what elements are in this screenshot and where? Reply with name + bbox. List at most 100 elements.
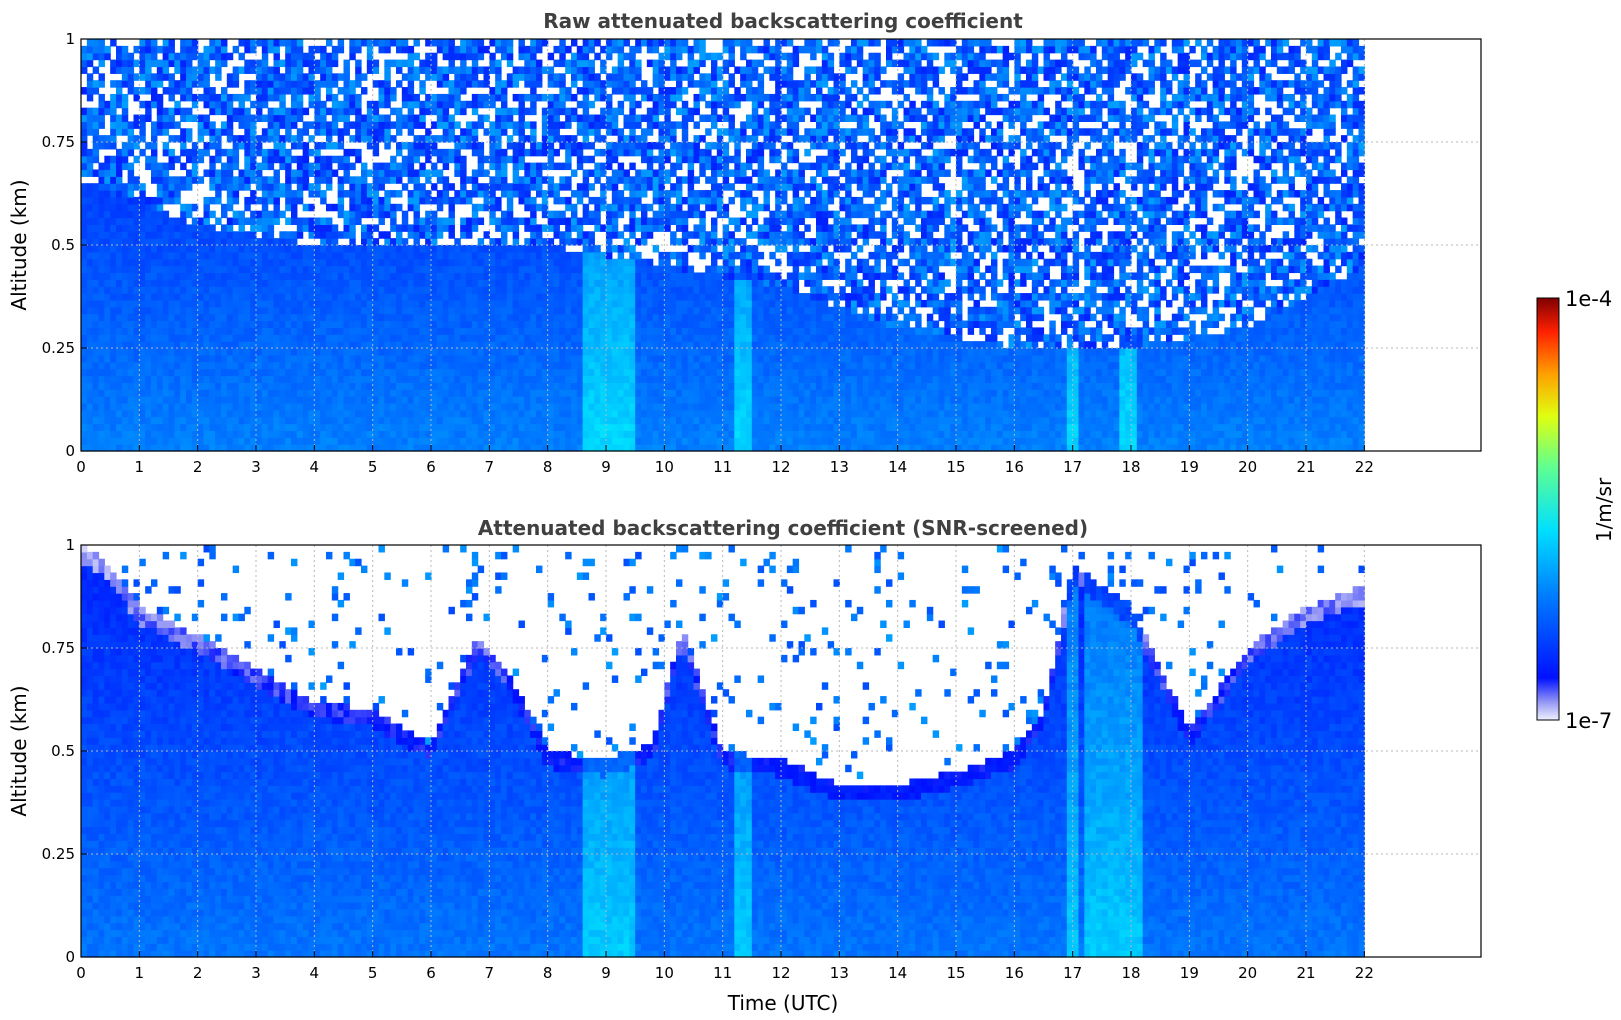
heatmap-cell [489, 423, 496, 431]
heatmap-cell [168, 402, 175, 411]
heatmap-cell [401, 238, 409, 246]
heatmap-cell [454, 107, 461, 116]
heatmap-cell [116, 444, 123, 452]
heatmap-cell [606, 293, 613, 301]
heatmap-cell [186, 306, 193, 315]
heatmap-cell [145, 402, 152, 411]
heatmap-cell [256, 348, 263, 356]
heatmap-cell [267, 423, 275, 431]
heatmap-cell [431, 375, 438, 383]
heatmap-cell [390, 444, 397, 452]
heatmap-cell [221, 203, 228, 212]
heatmap-cell [86, 183, 94, 191]
heatmap-cell [81, 169, 88, 177]
heatmap-cell [110, 121, 117, 129]
heatmap-cell [174, 293, 181, 301]
heatmap-cell [372, 258, 380, 267]
heatmap-cell [413, 93, 420, 102]
heatmap-cell [139, 382, 146, 390]
heatmap-cell [296, 341, 304, 349]
heatmap-cell [349, 423, 356, 431]
heatmap-cell [384, 402, 391, 411]
heatmap-cell [191, 231, 199, 239]
heatmap-cell [413, 169, 420, 177]
heatmap-cell [425, 409, 432, 418]
heatmap-cell [267, 396, 275, 404]
heatmap-cell [343, 327, 350, 335]
heatmap-cell [191, 279, 199, 287]
heatmap-cell [390, 334, 397, 342]
heatmap-cell [571, 203, 578, 212]
heatmap-cell [285, 348, 292, 356]
heatmap-cell [291, 121, 298, 129]
heatmap-cell [320, 245, 327, 253]
heatmap-cell [454, 196, 461, 205]
heatmap-cell [273, 142, 280, 150]
heatmap-cell [203, 80, 210, 88]
heatmap-cell [104, 265, 111, 274]
heatmap-cell [308, 402, 315, 411]
heatmap-cell [454, 73, 461, 81]
heatmap-cell [110, 361, 117, 370]
heatmap-cell [267, 265, 275, 274]
heatmap-cell [471, 107, 479, 116]
heatmap-cell [226, 148, 234, 157]
heatmap-cell [203, 217, 210, 225]
heatmap-cell [314, 320, 321, 328]
heatmap-cell [536, 73, 543, 81]
heatmap-cell [244, 437, 251, 445]
heatmap-cell [256, 313, 263, 322]
heatmap-cell [547, 423, 555, 431]
heatmap-cell [454, 313, 461, 322]
heatmap-cell [273, 279, 280, 287]
heatmap-cell [226, 437, 234, 445]
heatmap-cell [594, 52, 601, 61]
heatmap-cell [232, 183, 240, 191]
heatmap-cell [547, 93, 555, 102]
heatmap-cell [454, 162, 461, 171]
heatmap-cell [541, 416, 549, 425]
heatmap-cell [291, 59, 298, 68]
heatmap-cell [331, 231, 339, 239]
heatmap-cell [296, 217, 304, 225]
heatmap-cell [81, 238, 88, 246]
heatmap-cell [448, 299, 455, 308]
heatmap-cell [436, 382, 444, 390]
heatmap-cell [565, 258, 572, 267]
heatmap-cell [285, 265, 292, 274]
heatmap-cell [553, 402, 560, 411]
heatmap-cell [366, 183, 374, 191]
heatmap-cell [401, 354, 409, 363]
heatmap-cell [401, 444, 409, 452]
heatmap-cell [600, 93, 607, 102]
heatmap-cell [471, 279, 479, 287]
heatmap-cell [168, 299, 175, 308]
heatmap-cell [250, 142, 257, 150]
heatmap-cell [530, 148, 537, 157]
heatmap-cell [285, 251, 292, 260]
heatmap-cell [378, 258, 385, 267]
heatmap-cell [378, 348, 385, 356]
heatmap-cell [127, 348, 135, 356]
heatmap-cell [191, 148, 199, 157]
heatmap-cell [576, 100, 584, 109]
heatmap-cell [116, 176, 123, 184]
heatmap-cell [110, 142, 117, 150]
heatmap-cell [530, 286, 537, 294]
heatmap-cell [261, 251, 269, 260]
heatmap-cell [396, 320, 403, 328]
heatmap-cell [81, 162, 88, 171]
heatmap-cell [273, 196, 280, 205]
heatmap-cell [442, 121, 450, 129]
heatmap-cell [232, 334, 240, 342]
heatmap-cell [378, 437, 385, 445]
heatmap-cell [168, 396, 175, 404]
heatmap-cell [349, 217, 356, 225]
heatmap-cell [92, 402, 100, 411]
heatmap-cell [413, 286, 420, 294]
heatmap-cell [349, 348, 356, 356]
heatmap-cell [384, 327, 391, 335]
heatmap-cell [156, 265, 164, 274]
heatmap-cell [168, 162, 175, 171]
heatmap-cell [361, 341, 368, 349]
